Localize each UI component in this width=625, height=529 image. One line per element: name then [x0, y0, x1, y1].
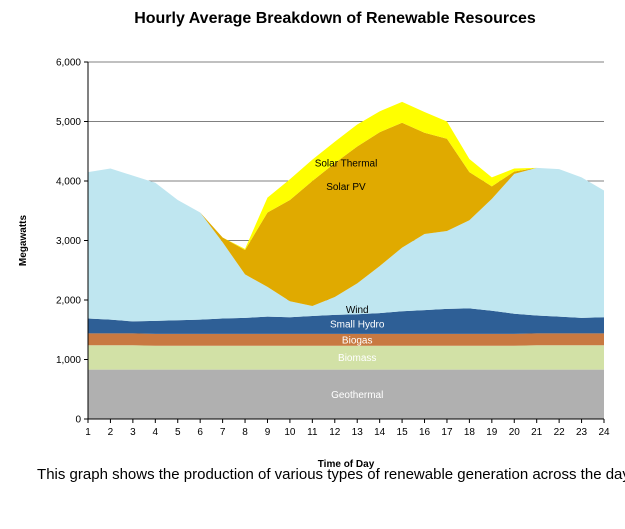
x-tick-label: 19 [486, 427, 498, 438]
chart-caption: This graph shows the production of vario… [37, 466, 625, 483]
y-axis-label: Megawatts [18, 215, 29, 267]
y-tick-label: 3,000 [56, 236, 81, 247]
x-tick-label: 5 [175, 427, 181, 438]
x-tick-label: 1 [85, 427, 91, 438]
area-solar-thermal [88, 101, 604, 251]
x-tick-label: 3 [130, 427, 136, 438]
series-label-biomass: Biomass [338, 353, 376, 364]
series-label-solar-thermal: Solar Thermal [315, 159, 378, 170]
x-tick-label: 10 [284, 427, 296, 438]
y-tick-label: 6,000 [56, 58, 81, 69]
x-tick-label: 11 [307, 427, 318, 438]
y-tick-label: 1,000 [56, 355, 81, 366]
area-biogas [88, 333, 604, 346]
area-layers [88, 101, 604, 419]
x-tick-label: 2 [108, 427, 114, 438]
series-label-small-hydro: Small Hydro [330, 320, 385, 331]
area-solar-pv [88, 122, 604, 306]
x-tick-label: 22 [554, 427, 566, 438]
x-tick-label: 7 [220, 427, 226, 438]
series-label-wind: Wind [346, 305, 369, 316]
series-label-biogas: Biogas [342, 335, 373, 346]
x-axis-label: Time of Day [318, 459, 375, 470]
area-geothermal [88, 369, 604, 419]
y-tick-labels: 0 1,000 2,000 3,000 4,000 5,000 6,000 [56, 58, 88, 426]
x-tick-label: 16 [419, 427, 431, 438]
x-tick-label: 12 [329, 427, 341, 438]
x-tick-label: 4 [153, 427, 159, 438]
y-tick-label: 4,000 [56, 177, 81, 188]
x-tick-label: 24 [598, 427, 610, 438]
chart-title: Hourly Average Breakdown of Renewable Re… [134, 10, 536, 27]
x-tick-label: 14 [374, 427, 386, 438]
area-wind [88, 167, 604, 322]
series-label-geothermal: Geothermal [331, 390, 383, 401]
x-tick-label: 17 [441, 427, 453, 438]
series-label-solar-pv: Solar PV [326, 182, 366, 193]
x-tick-label: 8 [242, 427, 248, 438]
series-labels: Geothermal Biomass Biogas Small Hydro Wind So… [315, 159, 385, 401]
x-tick-label: 6 [197, 427, 203, 438]
y-tick-label: 5,000 [56, 117, 81, 128]
x-tick-label: 15 [397, 427, 409, 438]
x-tick-label: 18 [464, 427, 476, 438]
x-tick-label: 13 [352, 427, 364, 438]
x-tick-label: 21 [531, 427, 543, 438]
y-tick-label: 0 [75, 415, 81, 426]
x-tick-label: 20 [509, 427, 521, 438]
y-tick-label: 2,000 [56, 296, 81, 307]
area-biomass [88, 345, 604, 370]
x-tick-label: 23 [576, 427, 588, 438]
x-tick-label: 9 [265, 427, 271, 438]
area-small-hydro [88, 308, 604, 334]
x-tick-labels: 1 2 3 4 5 6 7 8 9 10 11 12 13 14 15 16 17 18 19 20 21 22 23 24 [85, 419, 610, 438]
